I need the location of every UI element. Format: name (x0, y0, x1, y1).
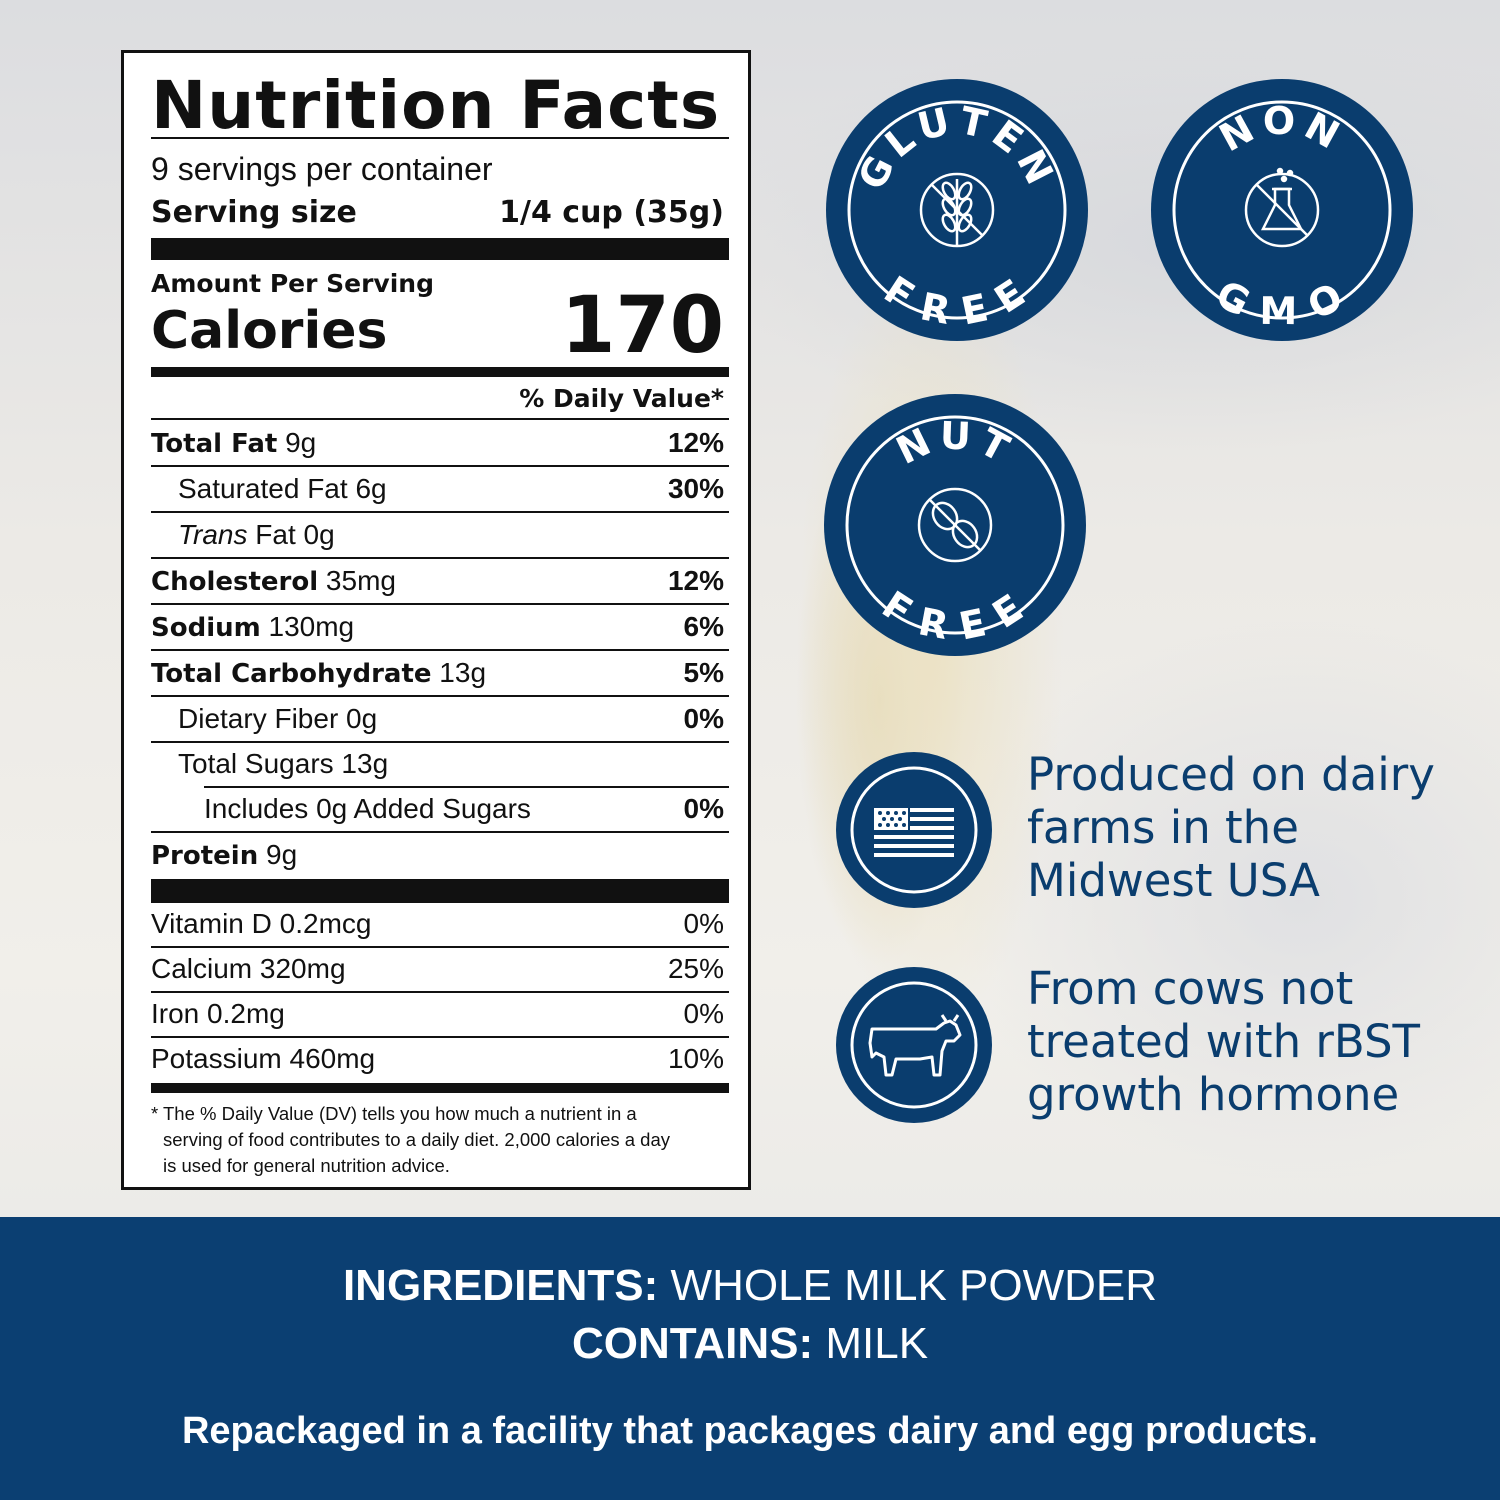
row-vitamin-d: Vitamin D 0.2mcg (151, 908, 372, 939)
dv-total-carbohydrate: 5% (683, 657, 724, 688)
peanut-icon (917, 487, 993, 563)
calories-value: 170 (561, 281, 724, 371)
row-protein: Protein 9g (151, 839, 298, 871)
servings-per-container: 9 servings per container (151, 151, 493, 187)
daily-value-header: % Daily Value* (519, 384, 724, 413)
dv-cholesterol: 12% (667, 565, 724, 596)
row-total-carbohydrate: Total Carbohydrate 13g (151, 657, 487, 689)
rule (151, 831, 729, 833)
rule-medium (151, 367, 729, 377)
dv-vitamin-d: 0% (683, 908, 724, 939)
footnote-line-1: * The % Daily Value (DV) tells you how m… (151, 1103, 637, 1124)
row-iron: Iron 0.2mg (151, 998, 285, 1029)
repackaged-notice: Repackaged in a facility that packages d… (181, 1410, 1319, 1452)
wheat-icon (919, 172, 995, 248)
amount-per-serving: Amount Per Serving (151, 269, 434, 298)
nutrition-title: Nutrition Facts (151, 67, 721, 144)
rule (151, 991, 729, 993)
usa-flag-badge (836, 752, 992, 908)
dv-iron: 0% (683, 998, 724, 1029)
rule (151, 511, 729, 513)
contains-line: CONTAINS: MILK (571, 1319, 929, 1368)
row-total-fat: Total Fat 9g (151, 427, 317, 459)
row-dietary-fiber: Dietary Fiber 0g (178, 703, 378, 734)
rule (151, 946, 729, 948)
rule-thick (151, 238, 729, 260)
dv-dietary-fiber: 0% (683, 703, 724, 734)
cow-icon (868, 1014, 962, 1077)
gluten-free-badge: GLUTEN FREE (826, 79, 1088, 341)
flask-icon (1244, 167, 1320, 248)
row-saturated-fat: Saturated Fat 6g (178, 473, 387, 504)
dv-sodium: 6% (683, 611, 724, 642)
serving-size-value: 1/4 cup (35g) (499, 195, 724, 230)
rule-medium (151, 1083, 729, 1093)
cow-badge (836, 967, 992, 1123)
rule (151, 649, 729, 651)
row-cholesterol: Cholesterol 35mg (151, 565, 396, 597)
ingredients-band: INGREDIENTS: WHOLE MILK POWDER CONTAINS:… (0, 1217, 1500, 1500)
row-sodium: Sodium 130mg (151, 611, 355, 643)
dv-saturated-fat: 30% (667, 473, 724, 504)
rule (151, 1036, 729, 1038)
flag-icon (874, 808, 954, 857)
ingredients-line: INGREDIENTS: WHOLE MILK POWDER (342, 1261, 1158, 1310)
rule (204, 786, 729, 788)
nutrition-facts-panel: Nutrition Facts 9 servings per container… (121, 50, 751, 1190)
dv-potassium: 10% (667, 1043, 724, 1074)
rule (151, 137, 729, 139)
footnote-line-2: serving of food contributes to a daily d… (163, 1129, 670, 1150)
rule (151, 465, 729, 467)
serving-size-label: Serving size (151, 195, 357, 230)
non-gmo-badge: NON GMO (1151, 79, 1413, 341)
row-added-sugars: Includes 0g Added Sugars (204, 793, 531, 824)
nut-free-badge: NUT FREE (824, 394, 1086, 656)
rule (151, 741, 729, 743)
dv-total-fat: 12% (667, 427, 724, 458)
calories-label: Calories (151, 301, 388, 361)
claim-rbst: From cows not treated with rBST growth h… (1027, 962, 1421, 1121)
row-calcium: Calcium 320mg (151, 953, 346, 984)
rule (151, 603, 729, 605)
claim-midwest: Produced on dairy farms in the Midwest U… (1027, 748, 1435, 907)
row-trans-fat: Trans Fat 0g (178, 519, 335, 550)
dv-calcium: 25% (667, 953, 724, 984)
row-potassium: Potassium 460mg (151, 1043, 376, 1074)
rule (151, 557, 729, 559)
dv-added-sugars: 0% (683, 793, 724, 824)
rule (151, 418, 729, 420)
row-total-sugars: Total Sugars 13g (178, 748, 389, 779)
rule-thick (151, 879, 729, 903)
footnote-line-3: is used for general nutrition advice. (163, 1155, 450, 1176)
rule (151, 695, 729, 697)
